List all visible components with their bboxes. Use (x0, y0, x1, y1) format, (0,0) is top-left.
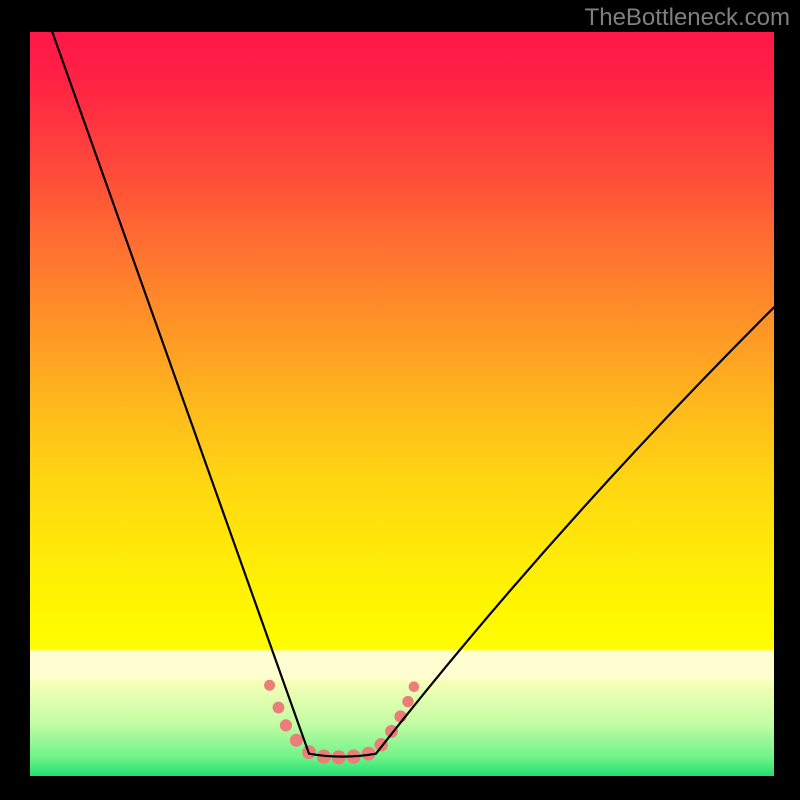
plot-area (30, 32, 774, 776)
bottom-marker (409, 682, 419, 692)
watermark-text: TheBottleneck.com (585, 4, 790, 32)
bottom-marker (290, 734, 302, 746)
bottom-marker (280, 720, 291, 731)
bottom-marker (273, 702, 284, 713)
plot-svg (30, 32, 774, 776)
bottom-marker (403, 696, 413, 706)
bottom-marker (265, 680, 275, 690)
gradient-background (30, 32, 774, 776)
